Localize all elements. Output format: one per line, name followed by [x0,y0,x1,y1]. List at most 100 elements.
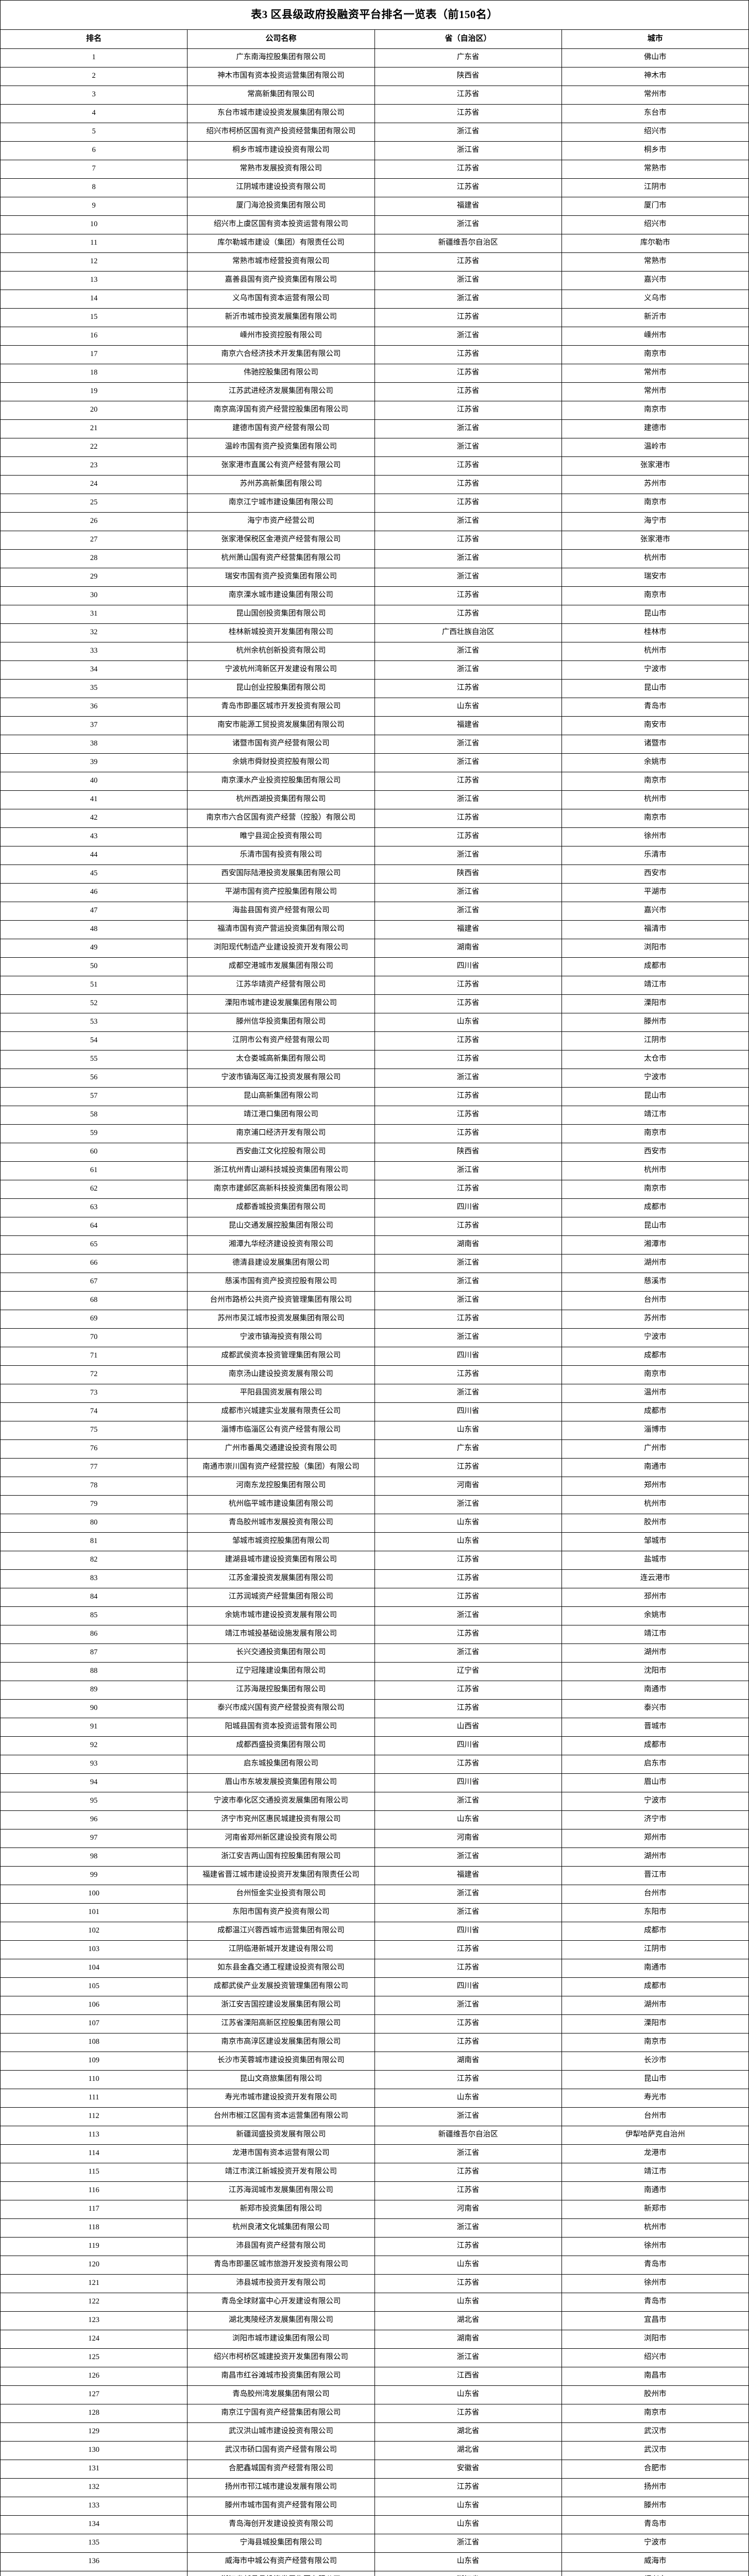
cell-rank-text: 34 [90,665,98,674]
cell-province-text: 江苏省 [456,1963,480,1972]
cell-company-name: 南京江宁国有资产经营集团有限公司 [187,2404,375,2423]
cell-city-text: 连云港市 [640,1574,670,1583]
table-row: 61 浙江杭州青山湖科技城投资集团有限公司 浙江省 杭州市 [0,1161,749,1180]
cell-province-text: 山东省 [456,1426,480,1434]
cell-province: 江苏省 [374,104,562,123]
cell-province-text: 江苏省 [456,1222,480,1230]
cell-rank: 62 [0,1180,188,1199]
cell-city-text: 徐州市 [644,832,667,841]
cell-province: 江苏省 [374,2237,562,2256]
cell-city-text: 新沂市 [644,313,667,321]
cell-city: 郑州市 [561,1477,749,1496]
cell-city-text: 张家港市 [640,461,670,470]
cell-rank-text: 61 [90,1166,98,1175]
cell-city-text: 长沙市 [644,2056,667,2065]
cell-rank-text: 110 [88,2075,99,2083]
cell-city: 成都市 [561,1736,749,1755]
cell-company-name: 绍兴市上虞区国有资本投资运营有限公司 [187,215,375,234]
cell-rank: 111 [0,2089,188,2108]
table-row: 56 宁波市镇海区海江投资发展有限公司 浙江省 宁波市 [0,1069,749,1088]
cell-rank: 110 [0,2070,188,2089]
cell-city-text: 南京市 [644,2409,667,2417]
cell-rank: 18 [0,364,188,383]
cell-province-text: 湖南省 [456,2056,480,2065]
cell-rank: 37 [0,716,188,735]
cell-rank-text: 83 [90,1574,98,1583]
cell-rank-text: 114 [88,2149,99,2158]
cell-province-text: 江苏省 [456,1463,480,1471]
cell-company-name: 湖北夷陵经济发展集团有限公司 [187,2311,375,2330]
cell-city: 成都市 [561,1198,749,1217]
cell-city: 佛山市 [561,48,749,67]
cell-city-text: 常熟市 [644,164,667,173]
cell-province: 江苏省 [374,827,562,846]
cell-rank-text: 39 [90,758,98,767]
table-row: 20 南京高淳国有资产经营控股集团有限公司 江苏省 南京市 [0,401,749,420]
cell-city-text: 靖江市 [644,980,667,989]
cell-province-text: 湖南省 [456,1240,480,1249]
cell-rank-text: 58 [90,1110,98,1119]
cell-company-name: 眉山市东坡发展投资集团有限公司 [187,1773,375,1792]
cell-province-text: 湖南省 [456,2334,480,2343]
cell-rank: 52 [0,994,188,1013]
table-row: 60 西安曲江文化控股有限公司 陕西省 西安市 [0,1143,749,1162]
cell-rank-text: 17 [90,350,98,359]
cell-city-text: 杭州市 [644,647,667,655]
table-header-row: 排名 公司名称 省（自治区） 城市 [0,29,749,49]
cell-province: 江苏省 [374,679,562,698]
cell-city: 南京市 [561,2033,749,2052]
cell-city-text: 瑞安市 [644,572,667,581]
cell-city: 常熟市 [561,160,749,179]
cell-rank: 77 [0,1458,188,1477]
cell-company-name: 江苏华靖资产经营有限公司 [187,976,375,995]
cell-province-text: 江苏省 [456,164,480,173]
cell-city-text: 台州市 [644,2112,667,2121]
cell-city-text: 南京市 [644,1129,667,1138]
cell-rank: 38 [0,735,188,754]
table-row: 62 南京市建邺区高新科技投资集团有限公司 江苏省 南京市 [0,1180,749,1199]
cell-rank-text: 111 [88,2093,99,2102]
table-row: 75 淄博市临淄区公有资产经营有限公司 山东省 淄博市 [0,1421,749,1440]
cell-city: 晋江市 [561,1866,749,1885]
cell-company-name: 厦门海沧投资集团有限公司 [187,197,375,216]
cell-company-name-text: 青岛市即墨区城市开发投资有限公司 [221,702,341,711]
cell-company-name: 宁波市镇海投资有限公司 [187,1328,375,1347]
cell-province-text: 广西壮族自治区 [441,628,495,637]
cell-city: 常州市 [561,364,749,383]
cell-rank: 16 [0,327,188,346]
column-header-city: 城市 [561,29,749,49]
table-row: 107 江苏省溧阳高新区控股集团有限公司 江苏省 溧阳市 [0,2014,749,2033]
cell-rank-text: 31 [90,609,98,618]
cell-rank: 54 [0,1031,188,1050]
cell-company-name-text: 溧阳市城市建设发展集团有限公司 [225,999,337,1008]
cell-rank: 68 [0,1291,188,1310]
cell-city-text: 滕州市 [644,1018,667,1026]
cell-city-text: 厦门市 [644,201,667,210]
table-row: 32 桂林新城投资开发集团有限公司 广西壮族自治区 桂林市 [0,623,749,642]
cell-city: 成都市 [561,957,749,976]
cell-company-name-text: 南京汤山建设投资发展有限公司 [228,1370,333,1379]
cell-rank-text: 73 [90,1388,98,1397]
cell-province: 江苏省 [374,2014,562,2033]
cell-company-name: 邹城市城资控股集团有限公司 [187,1532,375,1551]
cell-city: 青岛市 [561,2515,749,2534]
cell-company-name-text: 江苏金灌投资发展集团有限公司 [228,1574,333,1583]
cell-city-text: 绍兴市 [644,127,667,136]
cell-city-text: 济宁市 [644,1815,667,1824]
cell-company-name-text: 建湖县城市建设投资集团有限公司 [225,1555,337,1564]
cell-company-name-text: 江苏武进经济发展集团有限公司 [228,387,333,396]
cell-city: 湖州市 [561,1996,749,2015]
cell-province-text: 浙江省 [456,888,480,896]
table-row: 34 宁波杭州湾新区开发建设有限公司 浙江省 宁波市 [0,660,749,680]
cell-rank: 95 [0,1792,188,1811]
cell-province-text: 河南省 [456,1481,480,1490]
cell-rank-text: 89 [90,1685,98,1694]
cell-company-name-text: 浏阳市城市建设集团有限公司 [232,2334,330,2343]
cell-company-name: 淄博市临淄区公有资产经营有限公司 [187,1421,375,1440]
cell-rank: 82 [0,1551,188,1570]
cell-city-text: 温岭市 [644,443,667,451]
table-row: 41 杭州西湖投资集团有限公司 浙江省 杭州市 [0,790,749,809]
cell-city-text: 太仓市 [644,1055,667,1063]
cell-province-text: 江苏省 [456,2038,480,2046]
